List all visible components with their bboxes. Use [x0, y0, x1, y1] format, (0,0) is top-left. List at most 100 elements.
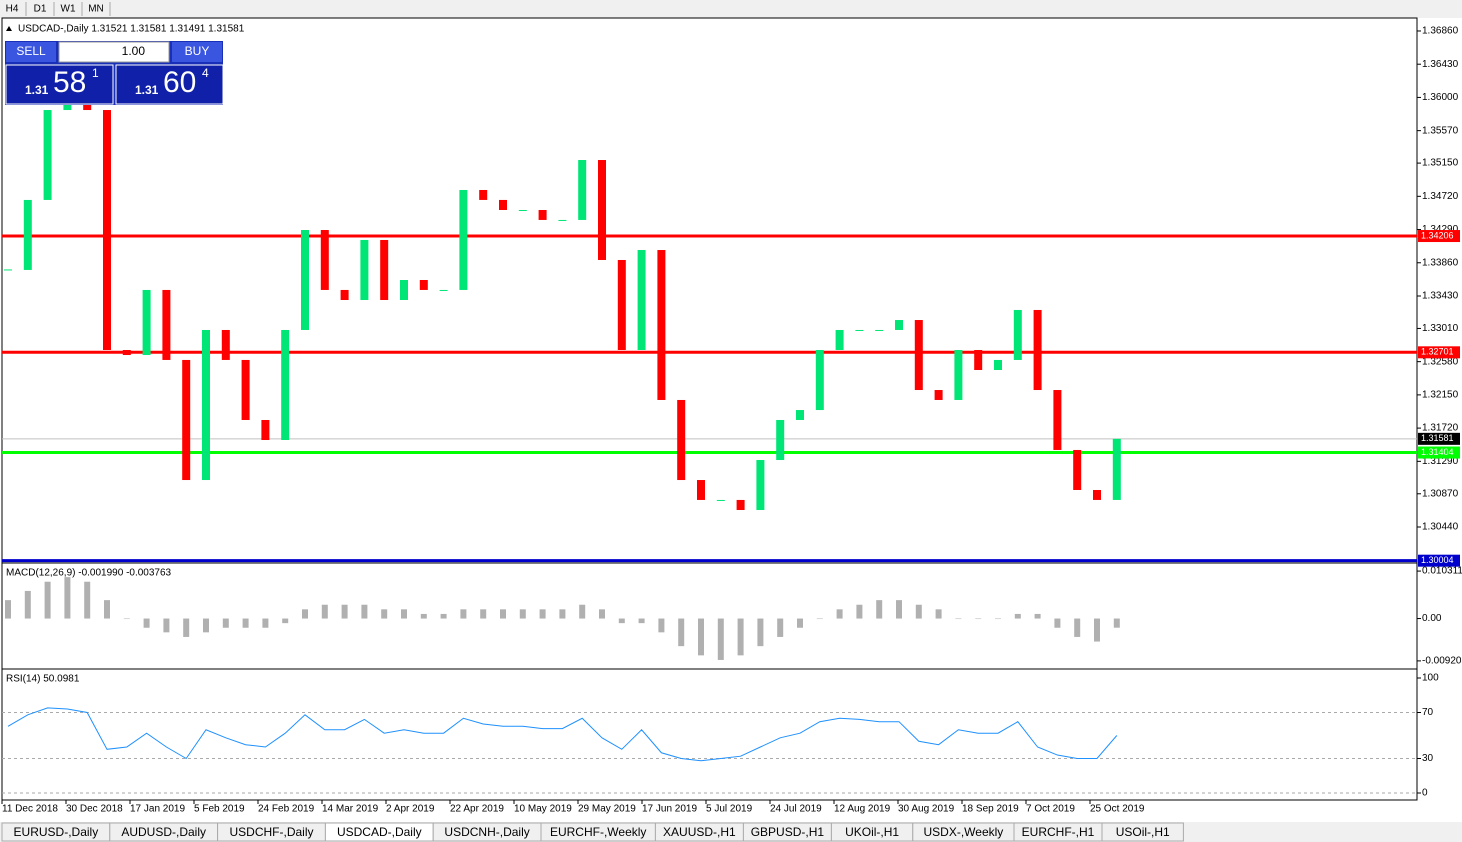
candle — [261, 419, 270, 441]
candle — [419, 279, 428, 290]
sell-sup: 1 — [92, 66, 99, 80]
candle — [637, 250, 646, 350]
macd-bar — [816, 618, 823, 620]
sell-prefix: 1.31 — [25, 83, 49, 97]
x-tick-label: 18 Sep 2019 — [962, 804, 1019, 815]
candle — [103, 110, 111, 350]
macd-bar — [143, 618, 150, 628]
x-tick-label: 7 Oct 2019 — [1026, 804, 1075, 815]
candle — [479, 189, 488, 200]
macd-bar — [5, 600, 11, 619]
macd-bar — [915, 604, 922, 619]
y-tick-label: 0.010311 — [1422, 566, 1462, 577]
y-tick-label: 1.31720 — [1422, 423, 1459, 434]
y-tick-label: 1.36860 — [1422, 26, 1459, 37]
chart-frame — [1, 17, 1418, 801]
macd-bar — [1014, 613, 1021, 619]
toolbar — [0, 0, 1462, 18]
macd-bar — [24, 590, 31, 619]
macd-bar — [856, 604, 863, 619]
macd-bar — [896, 600, 902, 619]
timeframe-button[interactable]: D1 — [34, 4, 47, 15]
macd-bar — [539, 609, 546, 619]
sell-button[interactable] — [6, 42, 56, 62]
candle — [974, 349, 983, 371]
buy-price-box[interactable] — [115, 64, 224, 105]
tab-label: USDX-,Weekly — [924, 825, 1004, 839]
x-tick-label: 2 Apr 2019 — [386, 804, 435, 815]
trade-panel: SELL 1.00 BUY 1.31 58 1 1.31 60 4 — [5, 41, 224, 105]
candle — [400, 279, 408, 301]
macd-bar — [519, 609, 526, 619]
candle — [122, 349, 131, 356]
candle — [439, 289, 448, 291]
buy-label: BUY — [185, 44, 210, 58]
macd-bar — [381, 609, 388, 619]
candle — [162, 289, 171, 360]
candle — [1053, 390, 1062, 450]
x-tick-label: 29 May 2019 — [578, 804, 636, 815]
y-tick-label: 1.33860 — [1422, 257, 1459, 268]
y-tick-label: 1.36000 — [1422, 92, 1459, 103]
macd-bar — [341, 604, 348, 619]
candle — [43, 110, 52, 200]
candle — [617, 259, 626, 350]
x-tick-label: 5 Jul 2019 — [706, 804, 753, 815]
x-tick-label: 24 Feb 2019 — [258, 804, 315, 815]
level-tag — [1418, 346, 1460, 359]
level-tag — [1418, 230, 1460, 243]
macd-bar — [1094, 618, 1100, 642]
candle — [241, 359, 250, 420]
timeframe-button[interactable]: W1 — [61, 4, 76, 15]
x-tick-label: 24 Jul 2019 — [770, 804, 822, 815]
candle — [518, 209, 527, 211]
y-tick-label: 1.36430 — [1422, 59, 1459, 70]
y-tick-label: 1.30870 — [1422, 488, 1459, 499]
candle — [202, 329, 210, 481]
volume-box[interactable] — [58, 41, 170, 63]
candle — [815, 349, 824, 411]
x-tick-label: 10 May 2019 — [514, 804, 572, 815]
level-label: 1.31404 — [1421, 447, 1454, 457]
macd-bar — [1054, 618, 1061, 628]
macd-bar — [698, 618, 704, 656]
buy-big: 60 — [163, 66, 196, 99]
y-tick-label: 100 — [1422, 673, 1439, 684]
candle — [301, 230, 309, 330]
candle — [954, 349, 963, 400]
timeframe-button[interactable]: MN — [88, 4, 104, 15]
candle — [934, 390, 943, 400]
buy-button[interactable] — [172, 42, 222, 62]
y-tick-label: 1.33010 — [1422, 323, 1459, 334]
candle — [1033, 309, 1042, 391]
candle — [182, 359, 191, 481]
x-tick-label: 11 Dec 2018 — [2, 804, 58, 815]
macd-bar — [123, 618, 130, 620]
macd-bar — [460, 609, 467, 619]
candle — [221, 329, 230, 360]
macd-bar — [737, 618, 744, 656]
y-tick-label: -0.009203 — [1422, 656, 1462, 667]
candle — [538, 209, 547, 220]
candle — [360, 239, 369, 301]
macd-bar — [163, 618, 170, 633]
candle — [23, 199, 32, 270]
tab-label: EURUSD-,Daily — [14, 825, 99, 839]
x-tick-label: 30 Dec 2018 — [66, 804, 123, 815]
candle — [281, 329, 290, 441]
sell-price-box[interactable] — [5, 64, 114, 105]
tab[interactable] — [1101, 822, 1184, 842]
timeframe-button[interactable]: H4 — [6, 4, 19, 15]
volume: 1.00 — [122, 44, 146, 58]
macd-bar — [183, 618, 190, 637]
macd-bar — [64, 577, 71, 619]
level-label: 1.30004 — [1421, 555, 1454, 565]
collapse-icon[interactable] — [6, 26, 12, 31]
macd-bar — [975, 618, 982, 620]
tab-label: USDCAD-,Daily — [337, 825, 422, 839]
y-tick-label: 0 — [1422, 788, 1428, 799]
candle — [776, 419, 785, 461]
buy-sup: 4 — [202, 66, 209, 80]
candle — [320, 230, 329, 290]
candle — [657, 250, 666, 400]
